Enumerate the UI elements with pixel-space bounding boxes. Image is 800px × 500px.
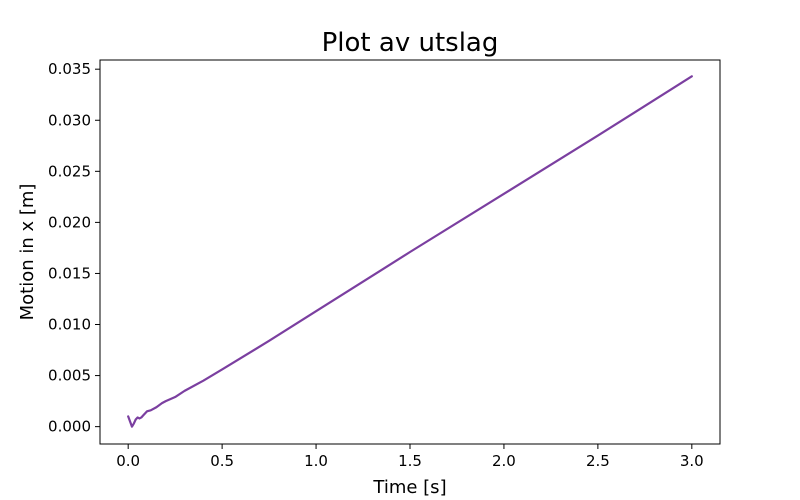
x-tick-label: 1.0 (304, 452, 328, 470)
x-tick-label: 2.0 (492, 452, 516, 470)
y-tick-label: 0.015 (48, 264, 91, 282)
x-tick-label: 1.5 (398, 452, 422, 470)
y-tick-label: 0.005 (48, 367, 91, 385)
y-tick-label: 0.035 (48, 60, 91, 78)
series-line-0 (127, 75, 693, 428)
y-tick-label: 0.030 (48, 111, 91, 129)
y-tick-label: 0.025 (48, 162, 91, 180)
y-axis-label: Motion in x [m] (17, 184, 38, 321)
y-tick-label: 0.010 (48, 316, 91, 334)
x-tick-label: 3.0 (680, 452, 704, 470)
plot-area: 0.0 0.5 1.0 1.5 2.0 2.5 3.0 0.000 0.005 0.010 0.01… (48, 59, 721, 470)
chart-title: Plot av utslag (322, 28, 499, 58)
y-tick-label: 0.000 (48, 418, 91, 436)
x-tick-label: 2.5 (586, 452, 610, 470)
y-tick-label: 0.020 (48, 213, 91, 231)
x-tick-label: 0.0 (116, 452, 140, 470)
x-axis-label: Time [s] (372, 477, 446, 498)
x-tick-label: 0.5 (210, 452, 234, 470)
